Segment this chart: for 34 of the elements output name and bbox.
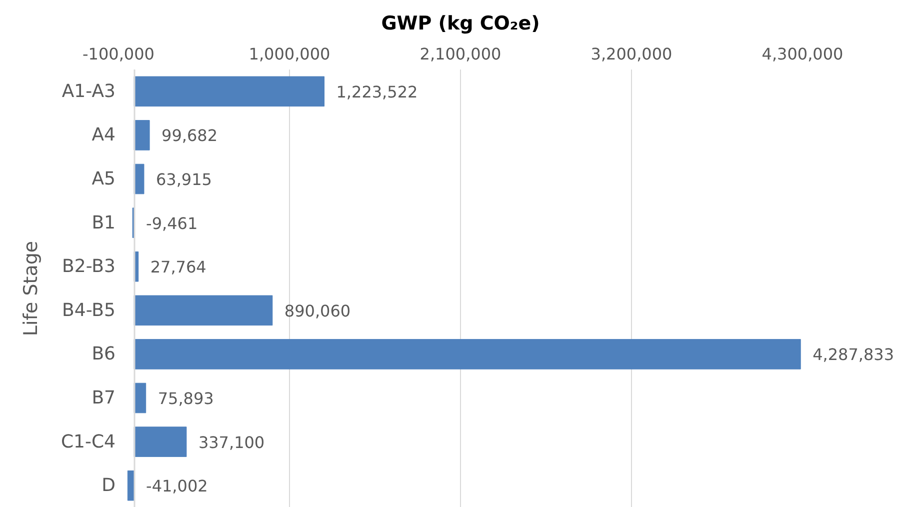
data-label: 890,060 xyxy=(284,301,351,320)
bar xyxy=(127,470,134,501)
y-tick-label: D xyxy=(102,475,116,496)
data-label: 75,893 xyxy=(158,389,214,408)
x-tick-label: 1,000,000 xyxy=(248,44,330,64)
bar xyxy=(134,120,150,150)
y-tick-label: C1-C4 xyxy=(60,431,116,452)
y-tick-label: B7 xyxy=(92,388,116,408)
y-tick-label: A4 xyxy=(92,124,116,146)
data-label: 4,287,833 xyxy=(812,345,894,364)
data-label: 27,764 xyxy=(150,258,206,277)
data-label: -41,002 xyxy=(146,476,208,496)
bar xyxy=(134,339,801,370)
data-label: 1,223,522 xyxy=(336,82,418,102)
y-tick-label: B4-B5 xyxy=(62,300,116,321)
bar xyxy=(134,426,187,457)
x-tick-label: 4,300,000 xyxy=(762,44,844,64)
bar xyxy=(134,295,273,326)
bar xyxy=(134,164,144,194)
data-label: 99,682 xyxy=(162,126,218,146)
y-tick-label: A5 xyxy=(92,168,116,190)
y-tick-label: B6 xyxy=(92,344,116,365)
x-tick-label: 2,100,000 xyxy=(420,44,502,64)
data-label: 63,915 xyxy=(156,170,212,189)
x-axis-title: GWP (kg CO₂e) xyxy=(381,12,540,34)
y-tick-label: B1 xyxy=(92,212,116,234)
data-label: 337,100 xyxy=(198,432,265,452)
y-axis-title: Life Stage xyxy=(20,240,42,336)
bar xyxy=(134,76,324,107)
y-tick-label: B2-B3 xyxy=(62,256,116,278)
data-label: -9,461 xyxy=(146,214,198,233)
x-tick-label: 3,200,000 xyxy=(590,44,672,64)
y-tick-label: A1-A3 xyxy=(62,80,116,102)
x-tick-label: -100,000 xyxy=(82,44,154,64)
